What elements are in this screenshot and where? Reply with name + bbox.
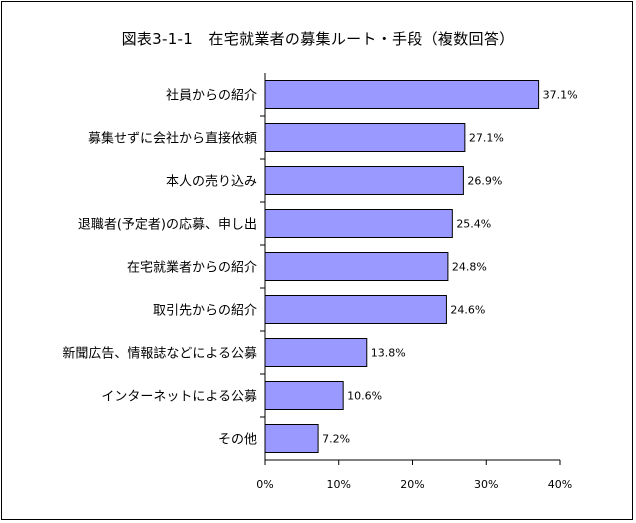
data-label: 24.6% (450, 304, 485, 317)
bar (264, 123, 466, 152)
chart-title: 図表3-1-1 在宅就業者の募集ルート・手段（複数回答） (121, 30, 515, 48)
data-label: 27.1% (469, 132, 504, 145)
data-label: 24.8% (452, 261, 487, 274)
category-label: 社員からの紹介 (166, 88, 257, 104)
bar (264, 252, 449, 281)
x-tick-label: 0% (256, 478, 273, 491)
data-label: 37.1% (543, 89, 578, 102)
x-tick-label: 40% (548, 478, 572, 491)
category-label: 在宅就業者からの紹介 (127, 260, 257, 276)
x-tick-label: 30% (474, 478, 498, 491)
bar (264, 295, 447, 324)
category-label: 退職者(予定者)の応募、申し出 (78, 218, 257, 233)
category-label: 本人の売り込み (166, 174, 257, 190)
data-label: 13.8% (371, 347, 406, 360)
data-label: 10.6% (347, 390, 382, 403)
x-tick-label: 20% (400, 478, 424, 491)
data-label: 7.2% (322, 433, 350, 446)
category-label: その他 (218, 433, 257, 448)
category-label: 新聞広告、情報誌などによる公募 (62, 346, 257, 362)
data-label: 25.4% (456, 218, 491, 231)
bar (264, 381, 344, 410)
bar (264, 80, 540, 109)
bar (264, 424, 319, 453)
x-tick-label: 10% (327, 478, 351, 491)
bar (264, 338, 368, 367)
bar (264, 166, 464, 195)
category-label: 募集せずに会社から直接依頼 (88, 131, 257, 147)
data-label: 26.9% (467, 175, 502, 188)
category-label: 取引先からの紹介 (153, 304, 257, 319)
bar (264, 209, 453, 238)
category-label: インターネットによる公募 (101, 390, 257, 405)
